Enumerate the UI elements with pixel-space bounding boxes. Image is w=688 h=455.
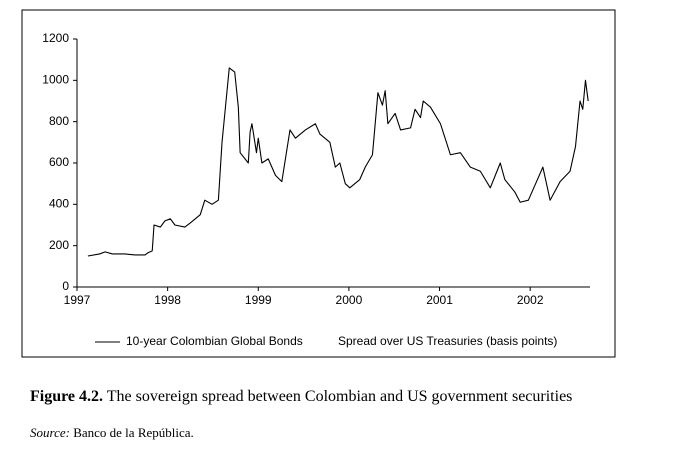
series-line <box>87 67 589 257</box>
y-tick-label: 1000 <box>42 73 69 87</box>
x-tick-label: 1998 <box>154 293 181 307</box>
y-tick-label: 0 <box>62 279 69 293</box>
legend-label: 10-year Colombian Global Bonds <box>126 334 303 348</box>
source-label: Source: <box>30 425 70 440</box>
caption: Figure 4.2. The sovereign spread between… <box>30 388 572 405</box>
x-tick-label: 2000 <box>336 293 363 307</box>
x-tick-label: 2001 <box>426 293 453 307</box>
legend-note: Spread over US Treasuries (basis points) <box>338 334 557 348</box>
x-tick-label: 1999 <box>245 293 272 307</box>
caption-text: The sovereign spread between Colombian a… <box>107 388 573 405</box>
x-tick-label: 1997 <box>64 293 91 307</box>
y-tick-label: 600 <box>49 155 69 169</box>
source: Source: Banco de la República. <box>30 425 194 440</box>
chart-frame <box>21 9 616 358</box>
y-tick-label: 1200 <box>42 31 69 45</box>
caption-label: Figure 4.2. <box>30 388 103 405</box>
y-tick-label: 800 <box>49 114 69 128</box>
y-tick-label: 400 <box>49 197 69 211</box>
source-text: Banco de la República. <box>73 425 194 440</box>
y-tick-label: 200 <box>49 238 69 252</box>
x-tick-label: 2002 <box>517 293 544 307</box>
